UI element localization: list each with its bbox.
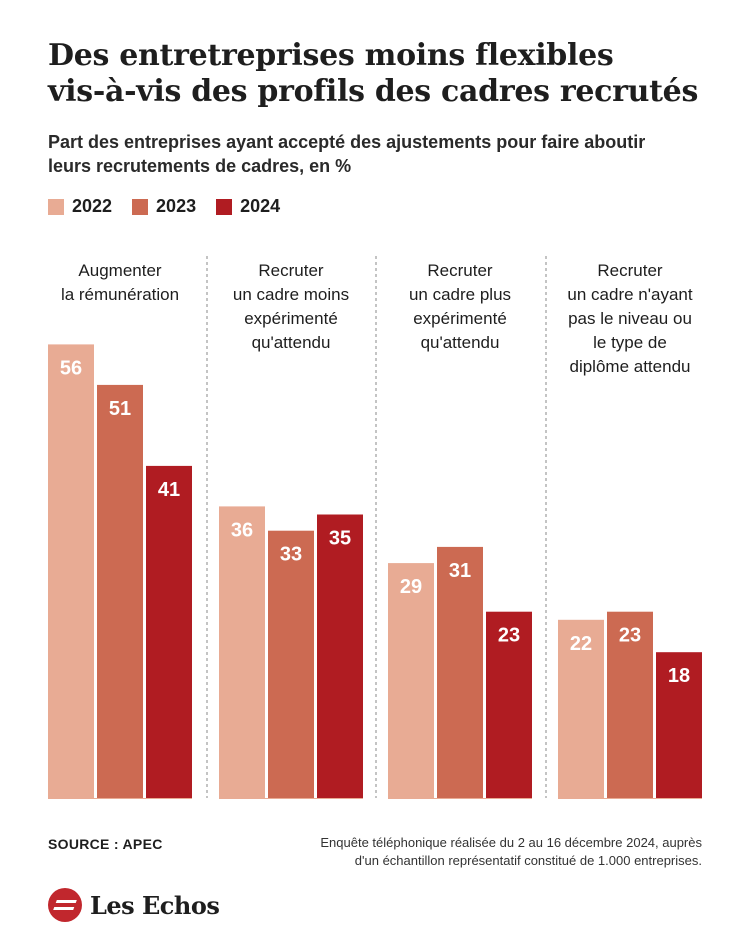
source-label: SOURCE : APEC [48,836,163,852]
subtitle-line-1: Part des entreprises ayant accepté des a… [48,132,646,152]
category-label-line: la rémunération [61,285,179,304]
bar-2022 [219,506,265,798]
legend-label-2024: 2024 [240,196,281,216]
category-label-line: un cadre n'ayant [567,285,692,304]
bar-2024 [317,514,363,798]
brand: Les Echos [48,888,220,922]
data-label: 23 [498,625,520,647]
data-label: 33 [280,544,302,566]
category-label-line: qu'attendu [421,333,500,352]
legend-item-2022: 2022 [48,196,112,217]
category-label-line: Augmenter [78,261,161,280]
bar-2023 [437,546,483,798]
category-label-line: qu'attendu [252,333,331,352]
data-label: 41 [158,479,180,501]
brand-name: Les Echos [90,890,220,920]
legend-label-2022: 2022 [72,196,113,216]
bar-2022 [558,619,604,798]
note-line-2: d'un échantillon représentatif constitué… [354,853,702,868]
data-label: 18 [668,665,690,687]
survey-note: Enquête téléphonique réalisée du 2 au 16… [242,834,702,870]
category-label: Recruter un cadre moins expérimenté qu'atte… [233,261,349,352]
bar-2023 [97,384,143,798]
title-line-1: Des entretreprises moins flexibles [48,38,614,73]
les-echos-logo-icon [48,888,82,922]
data-label: 56 [60,357,82,379]
data-label: 23 [619,625,641,647]
legend-label-2023: 2023 [156,196,197,216]
category-label: Recruter un cadre n'ayant pas le niveau ou… [567,261,692,376]
category-label-line: Recruter [597,261,663,280]
title-line-2: vis-à-vis des profils des cadres recruté… [48,74,699,109]
bar-2023 [607,611,653,798]
bar-2024 [146,465,192,798]
legend-item-2024: 2024 [216,196,280,217]
data-label: 35 [329,528,351,550]
chart-subtitle: Part des entreprises ayant accepté des a… [48,130,728,178]
legend-item-2023: 2023 [132,196,196,217]
bar-2024 [656,652,702,798]
data-label: 36 [231,519,253,541]
category-label-line: expérimenté [413,309,507,328]
data-label: 51 [109,398,131,420]
note-line-1: Enquête téléphonique réalisée du 2 au 16… [320,835,702,850]
bar-2022 [388,563,434,798]
legend-swatch-2023 [132,198,149,215]
category-label-line: un cadre moins [233,285,349,304]
category-label-line: diplôme attendu [570,357,691,376]
category-label-line: un cadre plus [409,285,511,304]
category-label-line: le type de [593,333,667,352]
data-label: 31 [449,560,471,582]
data-label: 22 [570,633,592,655]
category-label-line: Recruter [427,261,493,280]
data-label: 29 [400,576,422,598]
category-label-line: Recruter [258,261,324,280]
subtitle-line-2: leurs recrutements de cadres, en % [48,156,352,176]
category-label: Recruter un cadre plus expérimenté qu'atten… [409,261,511,352]
legend: 2022 2023 2024 [48,196,280,217]
legend-swatch-2024 [216,198,233,215]
category-label: Augmenter la rémunération [61,261,179,304]
bar-chart: Augmenter la rémunération 56 51 41 Recruter un… [48,256,702,799]
legend-swatch-2022 [48,198,64,215]
category-label-line: expérimenté [244,309,338,328]
bar-2022 [48,344,94,798]
bar-2024 [486,611,532,798]
bar-2023 [268,530,314,798]
chart-title: Des entretreprises moins flexibles vis-à… [48,38,728,110]
category-label-line: pas le niveau ou [568,309,692,328]
